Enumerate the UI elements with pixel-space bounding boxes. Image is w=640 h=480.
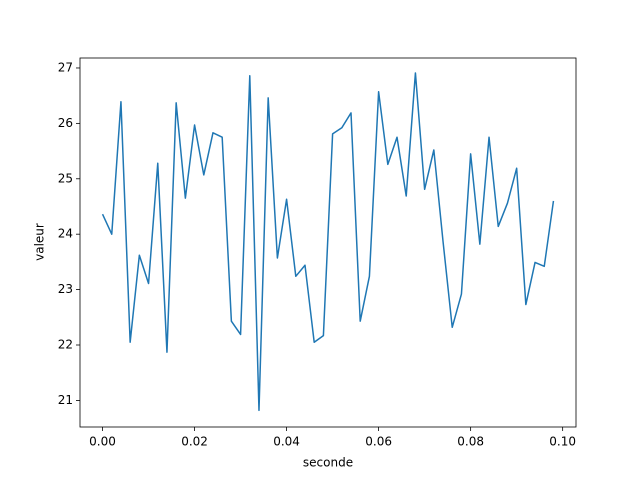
y-axis-label: valeur: [33, 223, 47, 261]
line-series: [101, 72, 555, 412]
y-tick-label: 26: [58, 116, 73, 130]
y-tick-label: 23: [58, 282, 73, 296]
y-tick-label: 25: [58, 171, 73, 185]
y-tick-label: 21: [58, 393, 73, 407]
x-tick-label: 0.08: [457, 435, 484, 449]
x-axis-label: seconde: [303, 456, 353, 470]
y-tick-label: 22: [58, 338, 73, 352]
x-tick-label: 0.06: [365, 435, 392, 449]
x-tick-label: 0.00: [89, 435, 116, 449]
plot-frame: [79, 57, 577, 428]
y-tick-label: 27: [58, 60, 73, 74]
y-tick-label: 24: [58, 227, 73, 241]
x-tick-label: 0.10: [549, 435, 576, 449]
x-tick-label: 0.04: [273, 435, 300, 449]
x-tick-label: 0.02: [181, 435, 208, 449]
